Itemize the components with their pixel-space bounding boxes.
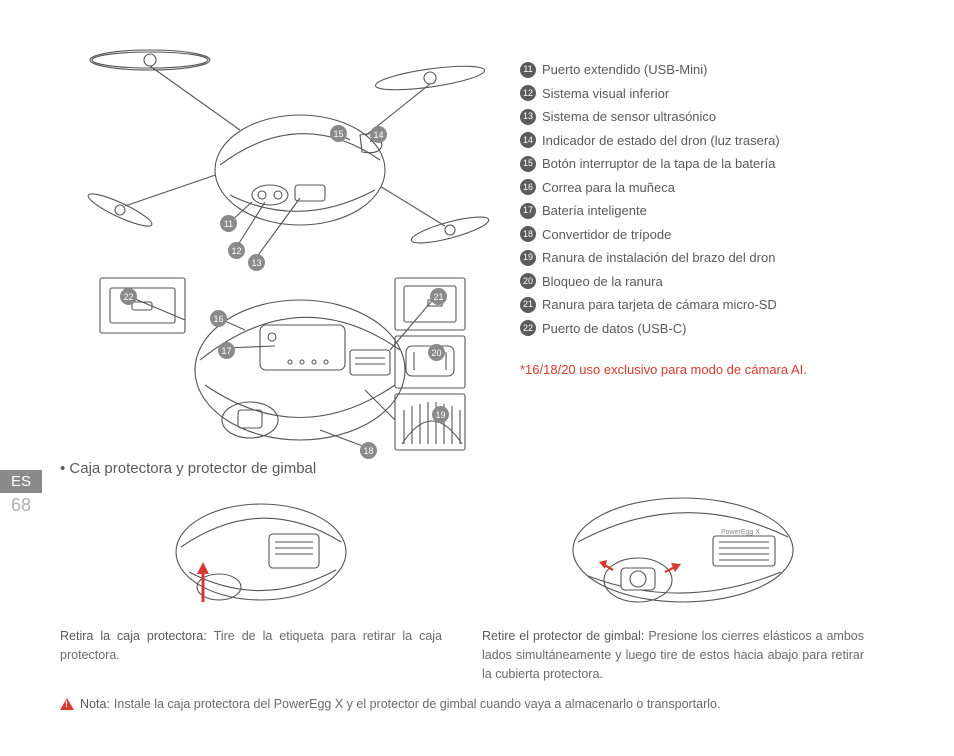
legend-item: 14 Indicador de estado del dron (luz tras… — [520, 131, 904, 151]
figure-right: PowerEgg X — [482, 487, 864, 627]
legend-item: 11 Puerto extendido (USB-Mini) — [520, 60, 904, 80]
note-body: Instale la caja protectora del PowerEgg … — [114, 697, 721, 711]
legend-label: Bloqueo de la ranura — [542, 272, 663, 292]
callout-badge-12: 12 — [228, 242, 245, 259]
left-caption: Retira la caja protectora: Tire de la et… — [60, 627, 442, 665]
footnote: *16/18/20 uso exclusivo para modo de cám… — [520, 362, 904, 377]
left-caption-lead: Retira la caja protectora: — [60, 629, 214, 643]
legend-label: Convertidor de trípode — [542, 225, 671, 245]
legend-number-badge: 18 — [520, 226, 536, 242]
legend-label: Batería inteligente — [542, 201, 647, 221]
legend-label: Ranura de instalación del brazo del dron — [542, 248, 775, 268]
figure-left — [60, 487, 442, 627]
legend-label: Puerto de datos (USB-C) — [542, 319, 687, 339]
legend-number-badge: 22 — [520, 320, 536, 336]
right-column: PowerEgg X Retire el protector de gimbal… — [482, 487, 864, 683]
note-label: Nota: — [80, 697, 110, 711]
legend-item: 22 Puerto de datos (USB-C) — [520, 319, 904, 339]
legend-number-badge: 15 — [520, 156, 536, 172]
legend-item: 18 Convertidor de trípode — [520, 225, 904, 245]
legend-item: 16 Correa para la muñeca — [520, 178, 904, 198]
legend-number-badge: 14 — [520, 132, 536, 148]
manual-page: 151411121322161721201918 11Puerto extend… — [0, 0, 954, 756]
legend-list: 11 Puerto extendido (USB-Mini) 12 Sistema v… — [500, 30, 904, 460]
legend-number-badge: 19 — [520, 250, 536, 266]
legend-number-badge: 17 — [520, 203, 536, 219]
legend-label: Botón interruptor de la tapa de la bater… — [542, 154, 775, 174]
legend-item: 12 Sistema visual inferior — [520, 84, 904, 104]
page-number: 68 — [0, 493, 42, 518]
callout-badge-21: 21 — [430, 288, 447, 305]
legend-label: Ranura para tarjeta de cámara micro-SD — [542, 295, 777, 315]
callout-badge-22: 22 — [120, 288, 137, 305]
legend-label: Puerto extendido (USB-Mini) — [542, 60, 707, 80]
callout-badge-15: 15 — [330, 125, 347, 142]
legend-label: Indicador de estado del dron (luz traser… — [542, 131, 780, 151]
language-code: ES — [0, 470, 42, 493]
upper-section: 151411121322161721201918 11Puerto extend… — [0, 30, 904, 460]
callout-badge-20: 20 — [428, 344, 445, 361]
callout-badge-13: 13 — [248, 254, 265, 271]
legend-number-badge: 21 — [520, 297, 536, 313]
legend-number-badge: 16 — [520, 179, 536, 195]
left-column: Retira la caja protectora: Tire de la et… — [60, 487, 442, 683]
legend-number-badge: 13 — [520, 109, 536, 125]
drone-diagram — [80, 30, 500, 460]
callout-badge-19: 19 — [432, 406, 449, 423]
legend-label: Correa para la muñeca — [542, 178, 675, 198]
legend-label: Sistema de sensor ultrasónico — [542, 107, 716, 127]
legend-number-badge: 12 — [520, 85, 536, 101]
callout-badge-17: 17 — [218, 342, 235, 359]
legend-item: 21 Ranura para tarjeta de cámara micro-SD — [520, 295, 904, 315]
callout-badge-16: 16 — [210, 310, 227, 327]
note-row: Nota: Instale la caja protectora del Pow… — [60, 697, 864, 711]
legend-number-badge: 11 — [520, 62, 536, 78]
legend-label: Sistema visual inferior — [542, 84, 669, 104]
legend-item: 17 Batería inteligente — [520, 201, 904, 221]
legend-item: 15 Botón interruptor de la tapa de la bat… — [520, 154, 904, 174]
product-label: PowerEgg X — [721, 529, 760, 536]
diagram-area: 15 14 11 1213 22 16 17 21 20 19 18 — [80, 30, 500, 460]
legend-item: 13 Sistema de sensor ultrasónico — [520, 107, 904, 127]
callout-badge-18: 18 — [360, 442, 377, 459]
legend-item: 20 Bloqueo de la ranura — [520, 272, 904, 292]
side-tab: ES 68 — [0, 470, 42, 518]
callout-badge-11: 11 — [220, 215, 237, 232]
legend-item: 19 Ranura de instalación del brazo del dr… — [520, 248, 904, 268]
right-caption-lead: Retire el protector de gimbal: — [482, 629, 648, 643]
right-caption: Retire el protector de gimbal: Presione … — [482, 627, 864, 683]
callout-badge-14: 14 — [370, 126, 387, 143]
warning-icon — [60, 698, 74, 710]
two-columns: Retira la caja protectora: Tire de la et… — [60, 487, 864, 683]
legend-number-badge: 20 — [520, 273, 536, 289]
lower-section: • Caja protectora y protector de gimbal — [0, 460, 904, 711]
